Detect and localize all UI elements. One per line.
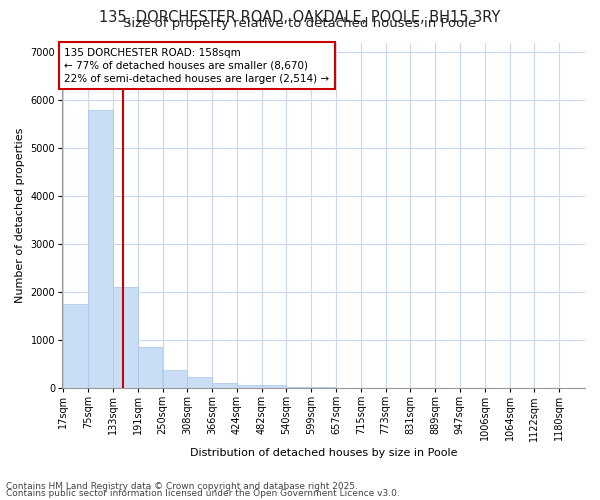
Y-axis label: Number of detached properties: Number of detached properties xyxy=(15,128,25,303)
Bar xyxy=(163,370,187,388)
Bar xyxy=(187,377,212,388)
X-axis label: Distribution of detached houses by size in Poole: Distribution of detached houses by size … xyxy=(190,448,457,458)
Bar xyxy=(64,304,88,388)
Text: Contains public sector information licensed under the Open Government Licence v3: Contains public sector information licen… xyxy=(6,488,400,498)
Text: 135, DORCHESTER ROAD, OAKDALE, POOLE, BH15 3RY: 135, DORCHESTER ROAD, OAKDALE, POOLE, BH… xyxy=(100,10,500,25)
Text: Contains HM Land Registry data © Crown copyright and database right 2025.: Contains HM Land Registry data © Crown c… xyxy=(6,482,358,491)
Bar xyxy=(137,348,162,388)
Bar xyxy=(212,383,237,388)
Text: 135 DORCHESTER ROAD: 158sqm
← 77% of detached houses are smaller (8,670)
22% of : 135 DORCHESTER ROAD: 158sqm ← 77% of det… xyxy=(64,48,329,84)
Text: Size of property relative to detached houses in Poole: Size of property relative to detached ho… xyxy=(124,18,476,30)
Bar xyxy=(237,385,262,388)
Bar xyxy=(262,386,286,388)
Bar xyxy=(88,110,113,388)
Bar xyxy=(113,288,137,388)
Bar xyxy=(286,386,311,388)
